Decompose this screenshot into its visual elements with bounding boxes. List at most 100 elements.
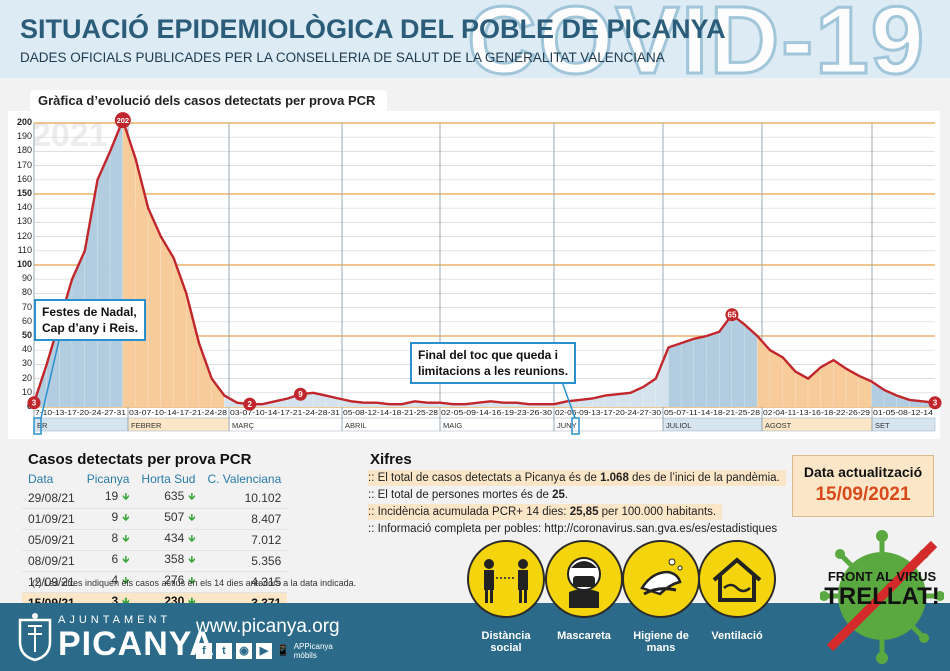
page-subtitle: DADES OFICIALS PUBLICADES PER LA CONSELL… (20, 50, 665, 65)
arrow-down-icon: 🡻 (188, 534, 196, 545)
table-header-row: Data Picanya Horta Sud C. Valenciana (22, 470, 287, 488)
arrow-down-icon: 🡻 (122, 534, 130, 545)
update-date: 15/09/2021 (815, 484, 911, 505)
cell-value: 434 (164, 531, 185, 545)
xifres-total-cases-value: 1.068 (600, 472, 629, 484)
cell-date: 08/09/21 (22, 550, 81, 572)
crest-icon (18, 613, 52, 662)
area-segment (148, 208, 161, 407)
month-label: JUNY (557, 421, 577, 430)
area-segment (186, 293, 199, 407)
date-tick-labels: 05-08-12-14-18-21-25-28 (343, 408, 438, 417)
arrow-down-icon: 🡻 (122, 513, 130, 524)
xifres-incidence-value: 25,85 (569, 506, 599, 518)
area-segment (211, 378, 225, 407)
area-segment (706, 331, 720, 407)
cell-picanya: 4 🡻 (80, 571, 136, 593)
instagram-icon[interactable]: ◉ (236, 643, 252, 659)
area-segment (770, 350, 783, 407)
cell-value: 358 (164, 552, 185, 566)
arrow-down-icon: 🡻 (188, 555, 196, 566)
cell-horta-sud: 507 🡻 (135, 508, 202, 530)
arrow-down-icon: 🡻 (188, 597, 195, 608)
col-c-valenciana: C. Valenciana (207, 472, 282, 486)
y-tick-label: 160 (16, 173, 32, 184)
measure-ventilation-label: Ventilació (711, 630, 763, 642)
youtube-icon[interactable]: ▶ (256, 643, 272, 659)
area-segment (160, 236, 174, 407)
hand-wash-icon (622, 540, 700, 618)
arrow-down-icon: 🡻 (188, 576, 196, 587)
date-tick-labels: 02-04-11-13-16-18-22-26-29 (763, 408, 870, 417)
cell-horta-sud: 635 🡻 (135, 488, 202, 509)
callout-christmas: Festes de Nadal, Cap d’any i Reis. (34, 299, 147, 341)
arrow-down-icon: 🡻 (122, 576, 130, 587)
callout-marker (571, 417, 580, 435)
data-label: 2 (248, 400, 253, 409)
xifres-incidence: :: Incidència acumulada PCR+ 14 dies: 25… (368, 504, 723, 520)
cell-horta-sud: 358 🡻 (135, 550, 202, 572)
website-link[interactable]: www.picanya.org (196, 616, 340, 637)
xifres-line1-post: des de l’inici de la pandèmia. (628, 472, 780, 484)
area-segment (97, 151, 111, 407)
area-segment (693, 336, 707, 407)
ventilation-icon (698, 540, 776, 618)
app-icon[interactable]: 📱 (276, 645, 290, 657)
y-tick-label: 20 (21, 372, 32, 383)
xifres-line3-post: per 100.000 habitants. (598, 506, 717, 518)
y-tick-label: 10 (21, 386, 32, 397)
cell-c-valenciana: 5.356 (201, 550, 288, 572)
series-line (32, 116, 936, 406)
callout-christmas-line2: Cap d’any i Reis. (42, 321, 139, 335)
area-segment (896, 395, 910, 407)
page-title: SITUACIÓ EPIDEMIOLÒGICA DEL POBLE DE PIC… (20, 14, 726, 44)
twitter-icon[interactable]: t (216, 643, 232, 659)
month-label: ER (37, 421, 48, 430)
area-segment (110, 120, 123, 407)
data-point-marker (293, 387, 307, 401)
date-tick-labels: 02-05-09-14-16-19-23-26-30 (441, 408, 552, 417)
measure-distance-label: Distància social (481, 630, 531, 654)
data-label: 65 (728, 311, 737, 320)
arrow-down-icon: 🡻 (122, 597, 129, 608)
arrow-down-icon: 🡻 (188, 492, 196, 503)
xifres-line3-pre: :: Incidència acumulada PCR+ 14 dies: (368, 506, 570, 518)
virus-icon (820, 530, 944, 664)
measure-ventilation: Ventilació (698, 540, 776, 642)
facebook-icon[interactable]: f (196, 643, 212, 659)
campaign-line2: TRELLAT! (824, 583, 940, 610)
area-segment (173, 257, 187, 407)
area-segment (795, 371, 809, 407)
y-tick-label: 110 (17, 244, 32, 255)
callout-christmas-line1: Festes de Nadal, (42, 305, 137, 319)
xifres-line1-pre: :: El total de casos detectats a Picanya… (368, 472, 601, 484)
cell-date: 29/08/21 (22, 488, 81, 509)
arrow-down-icon: 🡻 (122, 555, 130, 566)
cell-c-valenciana: 8.407 (201, 508, 288, 530)
cell-value: 4 (111, 573, 119, 587)
xifres-info-link[interactable]: :: Informació completa per pobles: http:… (368, 523, 778, 535)
cases-chart: ER 7-10-13-17-20-24-27-31 FEBRER 03-07-10-1… (27, 112, 942, 435)
month-label: MAIG (443, 421, 462, 430)
year-watermark: 2021 (32, 116, 108, 154)
y-tick-label: 50 (21, 330, 32, 340)
town-logo: AJUNTAMENT PICANYA (58, 614, 215, 662)
arrow-down-icon: 🡻 (188, 513, 196, 524)
social-links: f t ◉ ▶ 📱 APPicanya mòbils (196, 642, 350, 660)
callout-curfew: Final del toc que queda i limitacions a … (410, 342, 577, 384)
month-label: SET (875, 421, 890, 430)
cell-picanya: 9 🡻 (80, 508, 136, 530)
cell-value: 9 (111, 510, 119, 524)
col-picanya: Picanya (86, 472, 130, 486)
campaign-text: FRONT AL VIRUS TRELLAT! (818, 569, 946, 610)
cell-c-valenciana: 4.315 (201, 571, 288, 593)
cell-horta-sud: 434 🡻 (135, 529, 202, 551)
y-tick-label: 130 (16, 216, 32, 227)
area-segment (122, 120, 136, 407)
cell-date: 12/09/21 (22, 571, 81, 593)
y-tick-label: 40 (21, 344, 32, 355)
update-label: Data actualització (803, 464, 923, 480)
col-horta-sud: Horta Sud (141, 472, 196, 486)
cell-picanya: 8 🡻 (80, 529, 136, 551)
measure-mask-label: Mascareta (557, 630, 611, 642)
